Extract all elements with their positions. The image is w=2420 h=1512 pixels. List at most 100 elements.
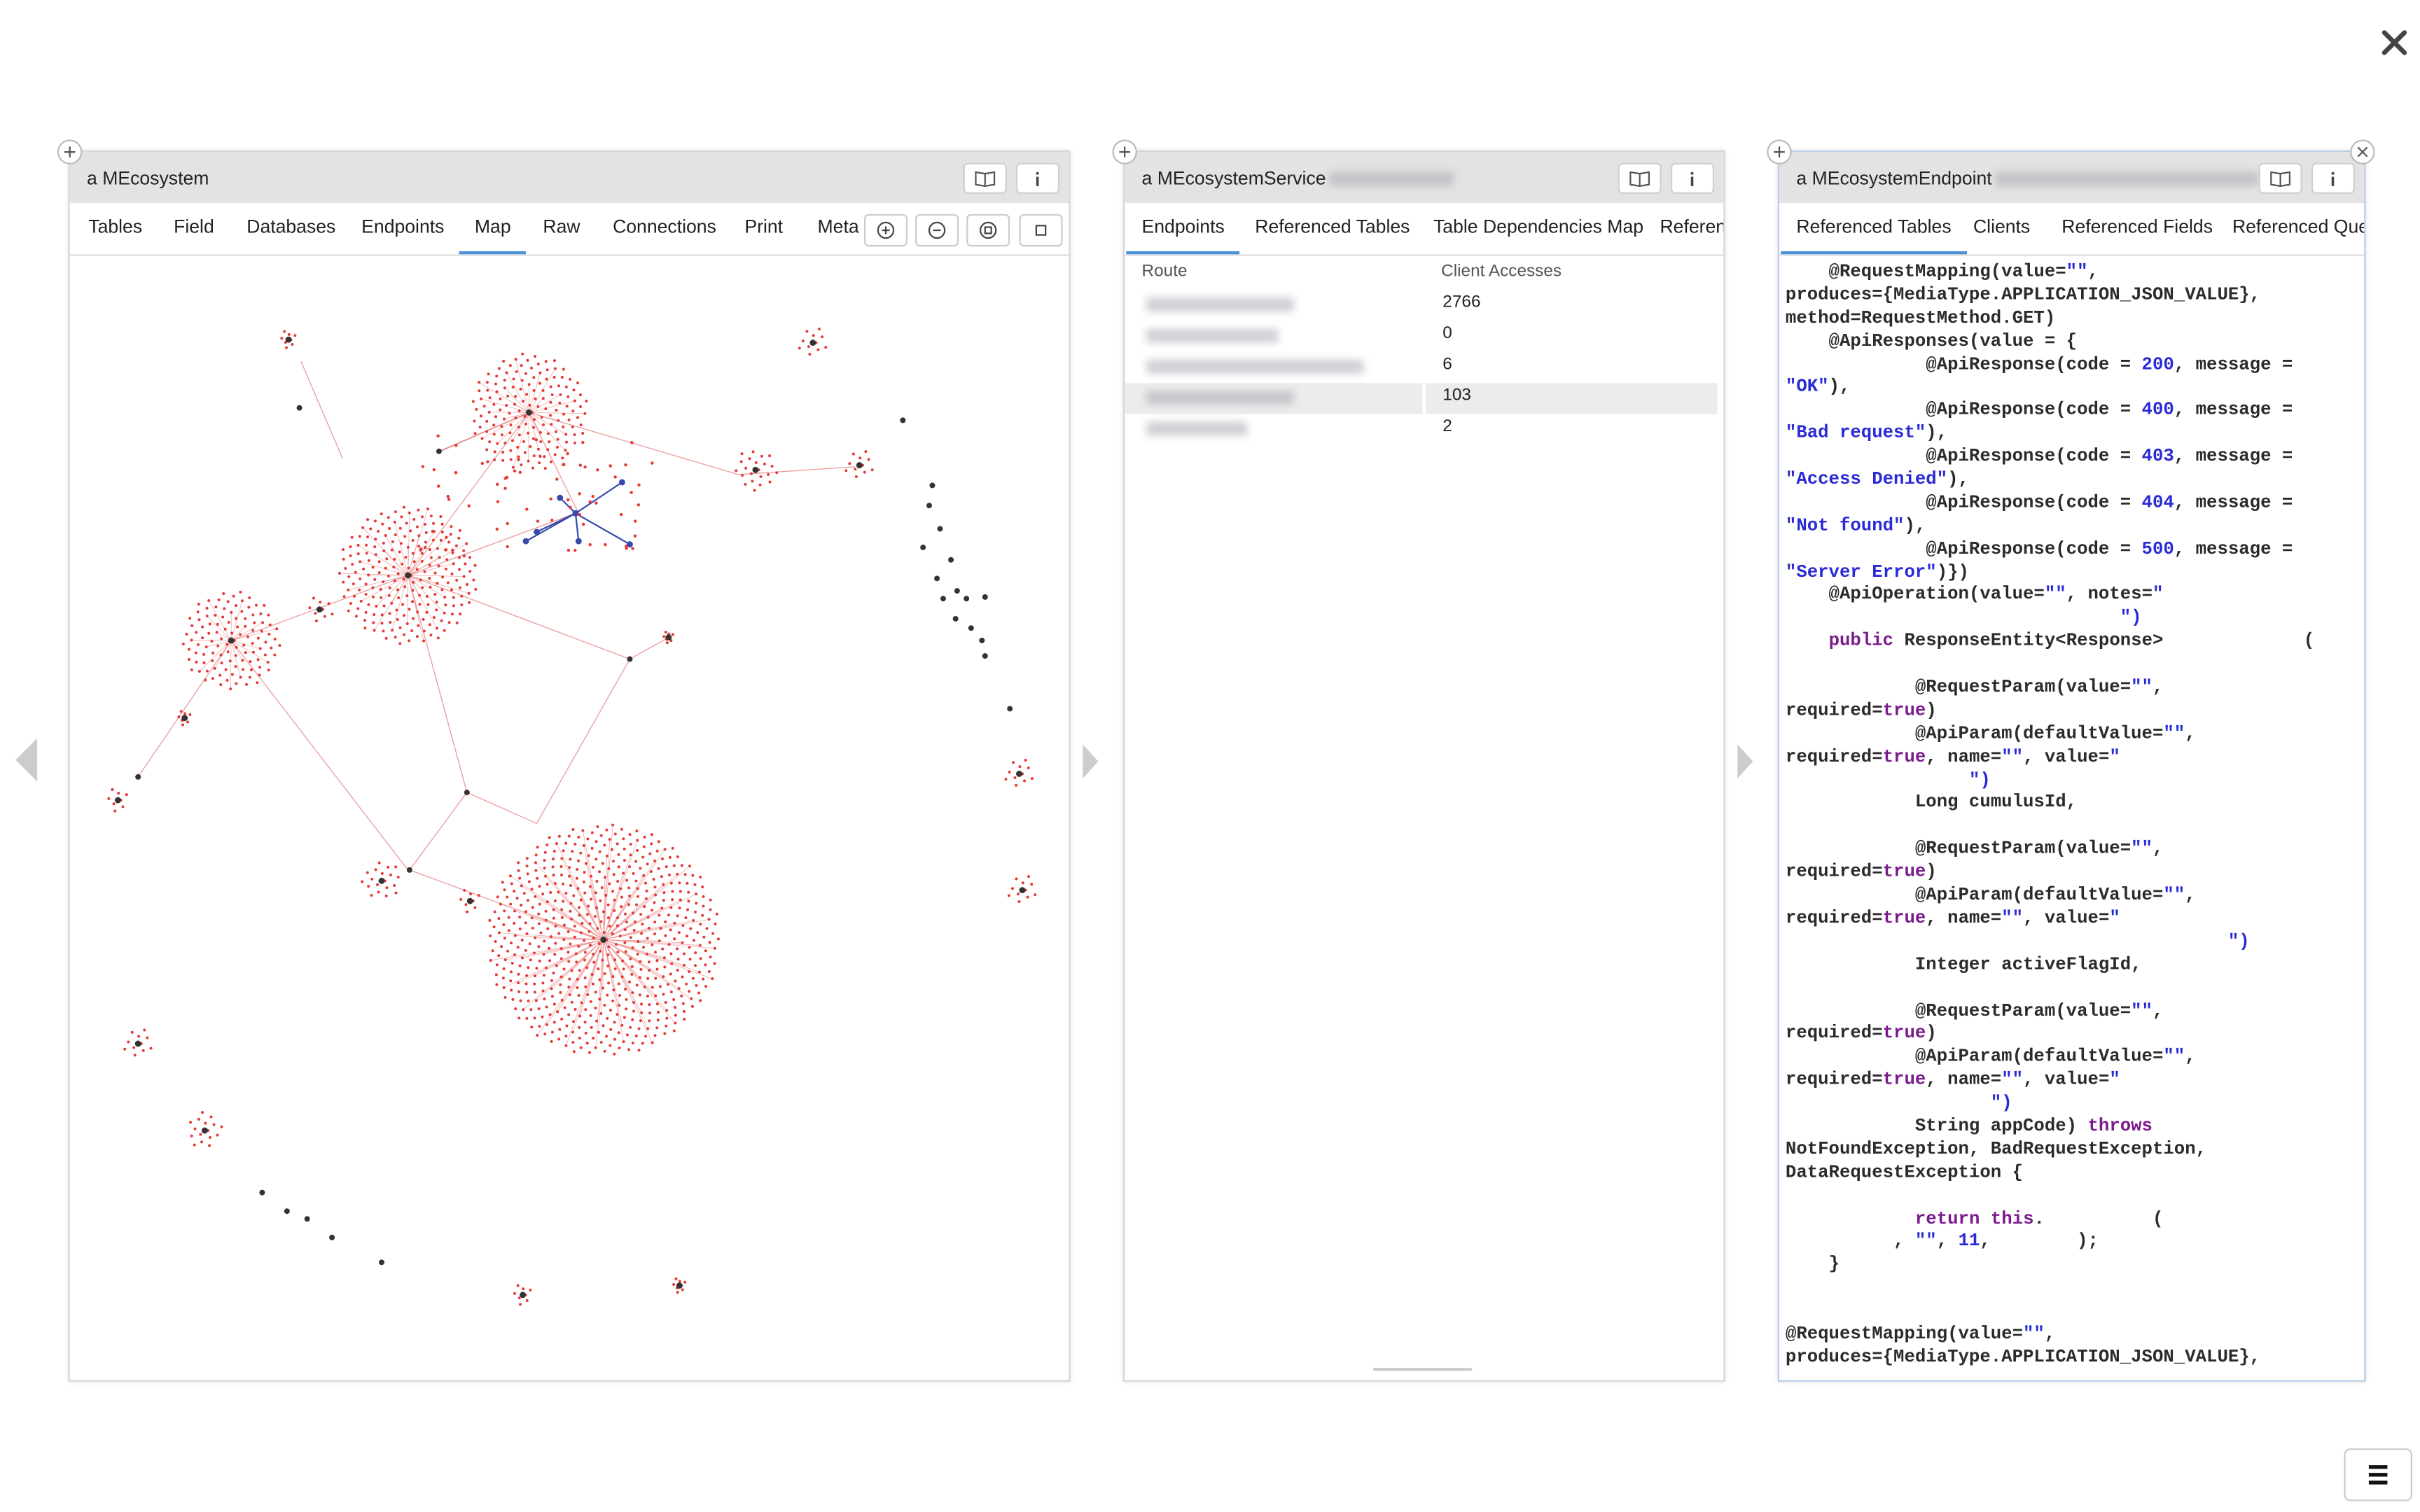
code-line: @ApiParam(defaultValue="", [1785,724,2196,744]
fullscreen-button[interactable] [1019,214,1063,247]
node [587,854,590,858]
tab[interactable]: Print [744,215,784,237]
node [502,986,506,989]
node [522,892,526,895]
node [603,844,606,847]
node [654,951,657,954]
node [525,393,529,396]
node [377,890,380,894]
node [397,596,401,600]
node [514,416,517,420]
add-button[interactable] [1112,139,1137,164]
info-button[interactable] [2311,162,2355,194]
node [557,419,560,422]
node [293,334,297,337]
tab[interactable]: Raw [543,215,580,237]
docs-button[interactable] [1618,162,1662,194]
node [705,927,709,930]
node [382,580,385,584]
node [709,908,712,911]
node [543,874,547,878]
docs-button[interactable] [2258,162,2302,194]
node [593,915,597,918]
tab[interactable]: Field [174,215,214,237]
spoke [408,533,452,576]
edge [408,412,529,576]
node [693,883,697,886]
info-button[interactable] [1670,162,1714,194]
node [464,903,468,906]
node [631,946,634,950]
node [553,953,557,956]
node [216,1133,219,1137]
node [207,599,211,603]
tab[interactable]: Clients [1973,215,2031,237]
node [455,621,459,624]
scroll-arrow[interactable] [1080,741,1101,782]
scroll-arrow[interactable] [1734,741,1756,782]
node [587,904,590,908]
tab[interactable]: Endpoints [361,215,445,237]
node [399,542,403,545]
tab[interactable]: Table Dependencies Map [1433,215,1644,237]
node [536,362,540,365]
node [682,963,686,967]
spoke [529,412,566,435]
tab[interactable]: Referenced Tables [1255,215,1410,237]
close-panel-button[interactable] [2350,139,2375,164]
node [653,932,657,936]
node [197,618,201,622]
node [563,1006,566,1009]
node [612,873,616,876]
node [350,536,354,539]
docs-button[interactable] [963,162,1007,194]
tab[interactable]: Meta [817,215,859,237]
spoke [515,935,604,940]
add-button[interactable] [1767,139,1792,164]
tab[interactable]: Referenc [1660,215,1723,237]
prev-arrow[interactable] [13,735,41,785]
node [204,1121,207,1125]
node [493,458,496,461]
tab[interactable]: Connections [613,215,716,237]
node [562,463,566,466]
node [463,888,466,892]
close-button[interactable] [2381,29,2408,56]
blue-node [572,510,579,517]
code-line: @ApiResponse(code = 403, message = [1785,447,2293,468]
node [1010,887,1014,890]
tab[interactable]: Databases [246,215,336,237]
tab[interactable]: Map [459,203,527,255]
node [401,603,405,606]
tab[interactable]: Referenced Tables [1781,203,1967,255]
node [436,582,439,585]
node [601,1024,605,1028]
zoom-in-button[interactable] [863,214,908,247]
fit-button[interactable] [966,214,1010,247]
tab[interactable]: Referenced Fields [2061,215,2213,237]
tab[interactable]: Endpoints [1126,203,1240,255]
node [534,869,538,872]
node [534,355,537,358]
node [681,941,684,944]
node [577,994,580,997]
node [347,588,350,592]
node [678,881,681,885]
node [585,1042,589,1045]
tab[interactable]: Referenced Quer [2232,215,2365,237]
add-button[interactable] [57,139,83,164]
node [133,1054,137,1057]
tab[interactable]: Tables [88,215,143,237]
node [497,367,501,370]
zoom-out-button[interactable] [915,214,959,247]
node [229,687,232,691]
node [403,585,407,589]
node [117,792,120,795]
node [393,557,396,561]
spoke [529,412,539,449]
node [616,880,620,883]
node [524,982,528,986]
node [569,883,573,887]
info-button[interactable] [1016,162,1060,194]
menu-button[interactable] [2344,1448,2412,1502]
